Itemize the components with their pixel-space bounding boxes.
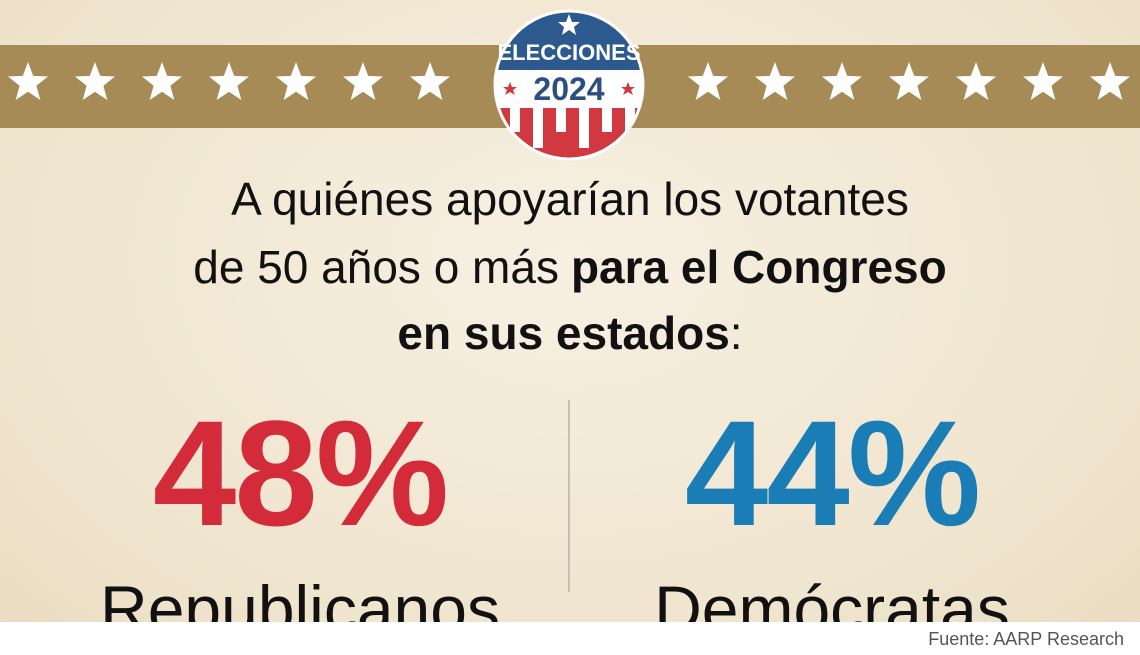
star — [1023, 62, 1063, 100]
star — [343, 62, 383, 100]
star — [1090, 62, 1130, 100]
footer: Fuente: AARP Research — [0, 622, 1140, 655]
headline-text: para el Congreso — [570, 241, 947, 293]
star — [889, 62, 929, 100]
headline-line: de 50 años o más para el Congreso — [0, 240, 1140, 294]
star — [410, 62, 450, 100]
stat: 44% Demócratas — [592, 398, 1072, 642]
headline-text: A quiénes apoyarían los votantes — [231, 173, 909, 225]
source: Fuente: AARP Research — [928, 629, 1124, 649]
decoration: ELECCIONES 2024 — [0, 9, 1140, 161]
star — [956, 62, 996, 100]
headline-line: en sus estados: — [0, 306, 1140, 360]
star — [822, 62, 862, 100]
badge-year: 2024 — [533, 71, 604, 107]
stat-value: 44% — [684, 389, 981, 557]
star — [75, 62, 115, 100]
star — [755, 62, 795, 100]
headline-text: : — [729, 307, 743, 359]
headline-text: en sus estados — [397, 307, 730, 359]
star — [688, 62, 728, 100]
headline-text: de 50 años o más — [193, 241, 559, 293]
star — [142, 62, 182, 100]
star — [209, 62, 249, 100]
badge-top: ELECCIONES — [497, 40, 640, 65]
stat: 48% Republicanos — [60, 398, 540, 642]
headline-line: A quiénes apoyarían los votantes — [0, 172, 1140, 226]
star — [276, 62, 316, 100]
stat-value: 48% — [152, 389, 449, 557]
star — [8, 62, 48, 100]
divider — [568, 400, 570, 592]
